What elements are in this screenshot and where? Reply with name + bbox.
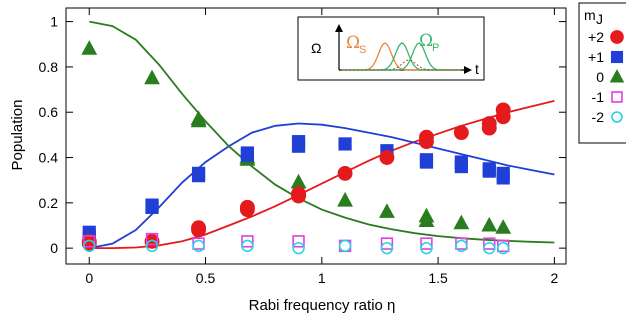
inset-t-label: t [475, 61, 479, 77]
inset-omega-p-sub: P [432, 42, 439, 54]
y-tick-label: 0.8 [39, 59, 59, 75]
data-point-+1 [240, 148, 254, 162]
data-point-0 [481, 216, 498, 232]
y-tick-label: 0.2 [39, 195, 59, 211]
data-point-+1 [291, 135, 306, 149]
legend-marker [611, 91, 623, 103]
data-point--2 [292, 241, 305, 255]
fit-curve-0 [89, 20, 555, 244]
data-point--2 [83, 239, 96, 253]
x-axis-label: Rabi frequency ratio η [249, 297, 396, 314]
data-point--1 [292, 235, 305, 248]
data-point-+2 [379, 150, 395, 165]
data-point--2 [145, 239, 159, 253]
data-point-+1 [454, 155, 468, 169]
data-point-0 [495, 219, 512, 234]
legend: m J +2 +1 0 -1 -2 [578, 2, 626, 144]
inset-omega-s-label: Ω [346, 33, 360, 53]
x-tick-label: 0 [85, 270, 93, 286]
data-point-+1 [496, 166, 510, 180]
data-point--1 [145, 232, 159, 246]
data-point-0 [418, 212, 435, 227]
data-point-0 [81, 40, 98, 55]
data-point--2 [192, 239, 205, 253]
legend-marker [609, 69, 625, 83]
x-tick-label: 0.5 [196, 270, 216, 286]
data-point--1 [483, 237, 496, 250]
data-point--2 [483, 241, 496, 255]
data-point-0 [144, 69, 160, 85]
x-tick-label: 2 [550, 270, 558, 286]
legend-label: +1 [588, 49, 604, 65]
data-point--2 [455, 239, 468, 253]
axis-ticks: 0 0.5 1 1.5 2 0 0.2 0.4 0.6 0.8 1 [39, 8, 566, 286]
data-point-+2 [419, 129, 434, 145]
legend-marker [610, 30, 624, 44]
data-point-+2 [191, 220, 206, 236]
data-point-+1 [338, 137, 352, 151]
inset-omega-label: Ω [311, 40, 321, 56]
fit-curve-+2 [89, 100, 555, 249]
data-point--1 [241, 235, 254, 248]
y-tick-label: 0.6 [39, 104, 59, 120]
legend-title-sub: J [596, 11, 603, 27]
data-point-+2 [239, 199, 255, 215]
data-point--1 [83, 235, 96, 248]
data-point--2 [420, 241, 433, 255]
inset-omega-p-label: Ω [419, 31, 433, 51]
legend-title: m [584, 7, 596, 23]
y-axis-label: Population [9, 100, 26, 171]
y-tick-label: 1 [50, 14, 58, 30]
data-point-+2 [291, 188, 306, 204]
data-point--1 [420, 237, 433, 250]
plot-frame [65, 7, 567, 265]
data-point-0 [453, 214, 470, 230]
data-point-0 [337, 191, 353, 207]
legend-label: 0 [596, 69, 604, 85]
data-point-+1 [419, 153, 434, 167]
data-point-+2 [495, 102, 511, 118]
x-tick-label: 1.5 [428, 270, 448, 286]
data-point-+1 [482, 162, 496, 176]
plot-area [65, 7, 567, 265]
data-point-+2 [481, 116, 497, 131]
legend-label: +2 [588, 29, 604, 45]
data-point--2 [497, 241, 510, 255]
inset-time-arrow [464, 66, 472, 74]
legend-marker [611, 111, 623, 123]
x-tick-label: 1 [318, 270, 326, 286]
fit-curve-+1 [89, 122, 555, 249]
data-point-0 [379, 203, 395, 218]
data-point-+2 [81, 233, 97, 249]
y-tick-label: 0 [50, 240, 58, 256]
data-point--1 [380, 237, 394, 250]
data-point--2 [380, 241, 394, 255]
inset-omega-s-sub: S [359, 44, 366, 56]
legend-label: -2 [592, 109, 605, 125]
inset-omega-arrow [335, 24, 343, 32]
data-point-+1 [191, 166, 206, 180]
data-point-+2 [453, 125, 469, 141]
inset-dotted-pulse [341, 59, 461, 71]
data-point-+1 [145, 198, 159, 212]
data-point-+2 [337, 165, 353, 181]
data-point--2 [241, 239, 254, 253]
legend-label: -1 [592, 89, 605, 105]
data-point--2 [338, 239, 352, 253]
y-tick-label: 0.4 [39, 150, 59, 166]
data-point-0 [190, 112, 207, 128]
legend-marker [610, 50, 624, 64]
